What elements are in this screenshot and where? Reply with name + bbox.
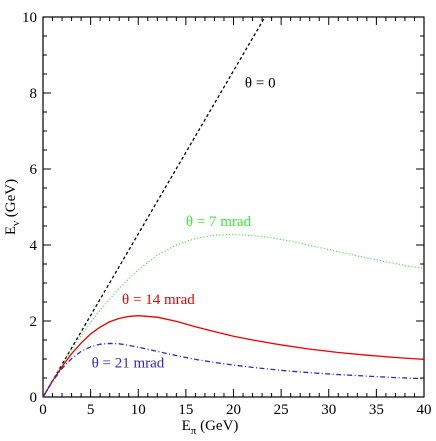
y-axis-label: Eν (GeV)	[3, 179, 22, 235]
series-line-1	[42, 233, 425, 398]
y-tick-label: 0	[30, 390, 38, 406]
x-tick-label: 20	[226, 402, 241, 418]
x-tick-label: 25	[274, 402, 289, 418]
y-tick-label: 4	[30, 238, 38, 254]
x-tick-label: 15	[178, 402, 193, 418]
x-tick-label: 30	[321, 402, 336, 418]
annotation-layer: θ = 0 θ = 7 mrad θ = 14 mrad θ = 21 mrad	[92, 75, 276, 371]
x-tick-label: 0	[39, 402, 47, 418]
x-axis-label: Eπ (GeV)	[182, 418, 239, 437]
tick-labels: 0 5 10 15 20 25 30 35 40 0 2 4 6 8 10	[22, 10, 432, 418]
series-line-3	[42, 342, 425, 398]
y-tick-label: 2	[30, 314, 38, 330]
x-tick-label: 35	[369, 402, 384, 418]
x-tick-label: 5	[87, 402, 95, 418]
plot-frame	[42, 16, 425, 398]
series-annotation-1: θ = 7 mrad	[186, 214, 252, 230]
series-line-0	[42, 16, 266, 398]
axis-ticks	[42, 16, 425, 398]
series-line-2	[42, 315, 425, 398]
y-tick-label: 6	[30, 162, 38, 178]
series-annotation-2: θ = 14 mrad	[122, 292, 195, 308]
x-tick-label: 10	[131, 402, 146, 418]
series-annotation-3: θ = 21 mrad	[92, 355, 165, 371]
y-tick-label: 8	[30, 86, 38, 102]
series-annotation-0: θ = 0	[245, 75, 276, 91]
series-layer	[42, 16, 425, 398]
y-tick-label: 10	[22, 10, 37, 26]
x-tick-label: 40	[417, 402, 432, 418]
